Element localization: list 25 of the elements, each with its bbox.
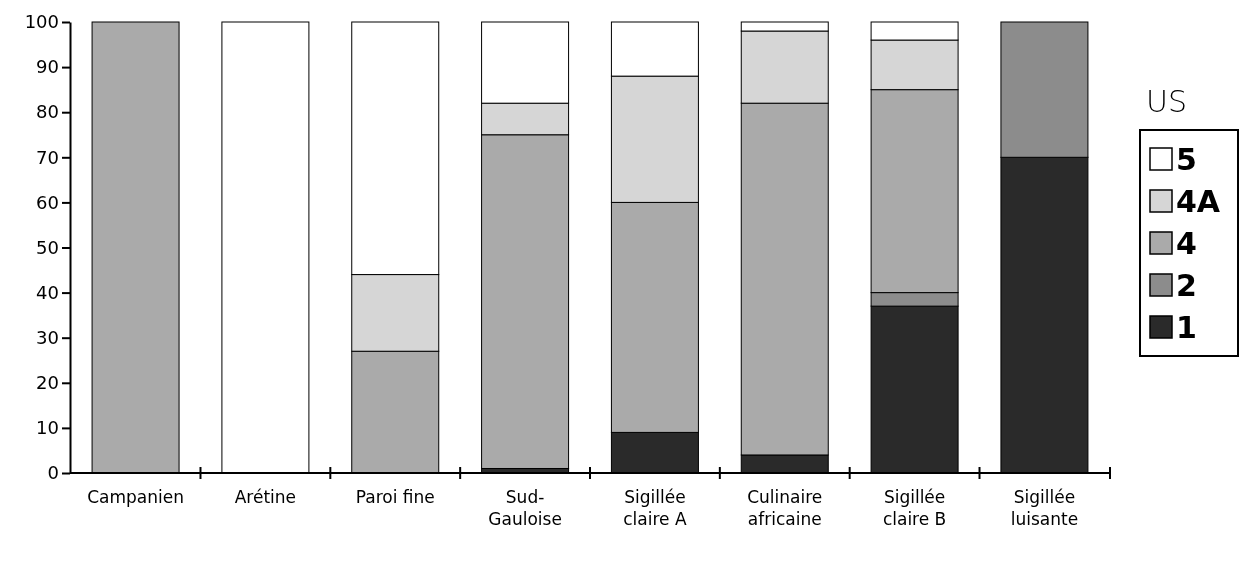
- y-tick-label: 30: [36, 326, 59, 348]
- x-tick-label: Campanien: [87, 487, 184, 507]
- legend-title: US: [1146, 84, 1188, 119]
- y-tick-label: 10: [36, 417, 59, 439]
- y-tick-label: 60: [36, 191, 59, 213]
- x-tick-label: Culinaire africaine: [747, 487, 823, 530]
- y-tick-label: 50: [36, 236, 59, 258]
- x-tick-label: Sigillée claire A: [623, 487, 687, 530]
- y-tick-label: 90: [36, 56, 59, 78]
- x-tick-label: Sud- Gauloise: [488, 487, 562, 530]
- y-tick-label: 70: [36, 146, 59, 168]
- x-tick-label: Arétine: [234, 487, 297, 507]
- y-tick-label: 20: [36, 372, 59, 394]
- legend-label: 4A: [1176, 184, 1221, 219]
- x-tick-label: Sigillée claire B: [882, 487, 947, 530]
- x-tick-label: Paroi fine: [355, 487, 435, 507]
- y-tick-label: 0: [47, 462, 59, 484]
- legend-label: 4: [1176, 226, 1197, 261]
- legend-label: 1: [1176, 310, 1197, 345]
- legend-label: 2: [1176, 268, 1197, 303]
- y-tick-label: 80: [36, 101, 59, 123]
- x-tick-label: Sigillée luisante: [1010, 487, 1079, 530]
- y-tick-label: 40: [36, 281, 59, 303]
- legend-label: 5: [1176, 142, 1197, 177]
- y-tick-label: 100: [24, 11, 59, 33]
